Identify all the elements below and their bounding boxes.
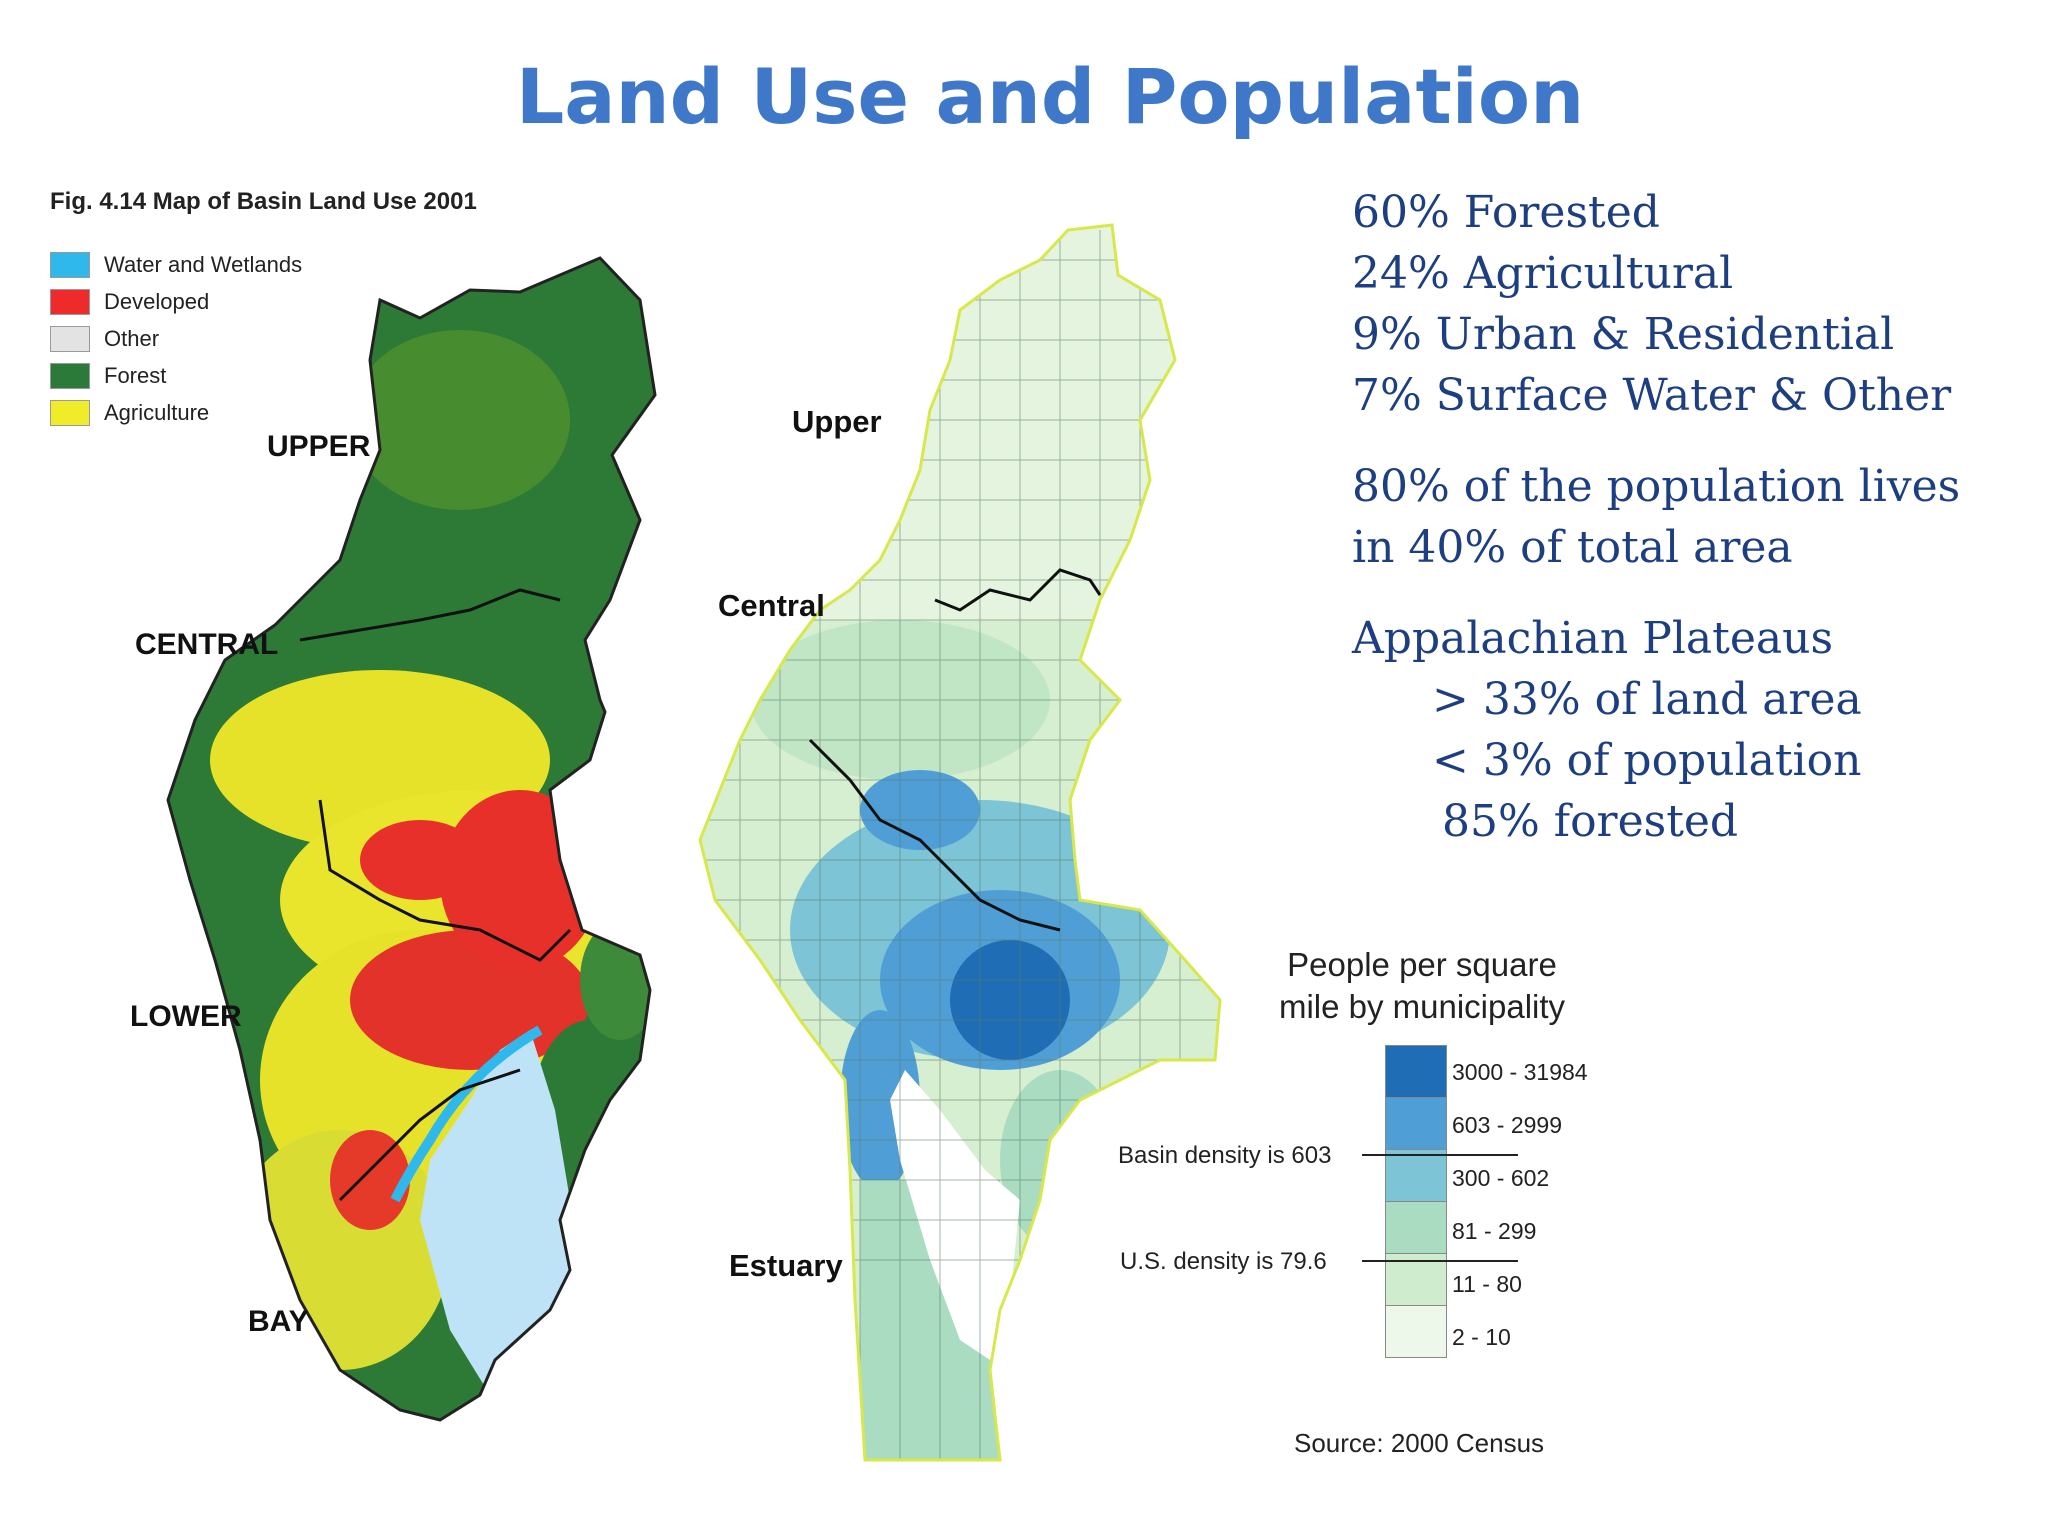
ramp-cell (1385, 1097, 1447, 1150)
stat-water: 7% Surface Water & Other (1352, 370, 1952, 421)
boundary-lower-bay (338, 1068, 521, 1202)
boundary-central-lower (808, 738, 1061, 932)
region-label-upper: UPPER (267, 430, 371, 463)
ramp-cell (1385, 1149, 1447, 1202)
slide-title: Land Use and Population (515, 52, 1585, 141)
boundary-upper-central (299, 588, 561, 642)
us-density-label: U.S. density is 79.6 (1120, 1248, 1327, 1275)
legend-item-developed: Developed (50, 283, 302, 320)
legend-item-forest: Forest (50, 357, 302, 394)
legend-label: Developed (104, 288, 210, 314)
basin-density-line (1362, 1154, 1518, 1156)
ramp-cell (1385, 1305, 1447, 1358)
legend-label: Forest (104, 362, 167, 388)
region-label-lower: LOWER (130, 1000, 242, 1033)
legend-item-other: Other (50, 320, 302, 357)
class-label: 2 - 10 (1452, 1324, 1511, 1350)
class-label: 300 - 602 (1452, 1165, 1550, 1191)
class-label: 81 - 299 (1452, 1218, 1537, 1244)
figure-caption: Fig. 4.14 Map of Basin Land Use 2001 (50, 188, 477, 215)
region-label-upper: Upper (792, 404, 882, 439)
stat-forested: 60% Forested (1352, 187, 1660, 238)
spacer (1352, 426, 1960, 456)
stat-population-line1: 80% of the population lives (1352, 461, 1961, 512)
density-fill (700, 225, 1220, 1460)
plateau-land: > 33% of land area (1432, 674, 1862, 725)
legend-title-line2: mile by municipality (1278, 988, 1566, 1025)
basin-outline (166, 256, 657, 1422)
density-legend-title: People per square mile by municipality (1272, 944, 1572, 1028)
class-label: 603 - 2999 (1452, 1112, 1562, 1138)
legend-swatch (50, 399, 90, 426)
plateau-population: < 3% of population (1432, 735, 1862, 786)
stat-population-line2: in 40% of total area (1352, 522, 1793, 573)
legend-item-agriculture: Agriculture (50, 394, 302, 431)
density-class-labels: 3000 - 31984 603 - 2999 300 - 602 81 - 2… (1452, 1046, 1588, 1364)
statistics-text: 60% Forested 24% Agricultural 9% Urban &… (1352, 182, 1960, 852)
land-use-legend: Water and Wetlands Developed Other Fores… (50, 246, 302, 431)
us-density-line (1362, 1260, 1518, 1262)
source-note: Source: 2000 Census (1294, 1428, 1545, 1458)
legend-swatch (50, 251, 90, 278)
stat-urban: 9% Urban & Residential (1352, 309, 1895, 360)
class-label: 11 - 80 (1452, 1271, 1522, 1297)
land-use-map (166, 256, 657, 1422)
population-density-map (698, 223, 1222, 1462)
region-label-central: CENTRAL (135, 628, 279, 661)
legend-label: Water and Wetlands (104, 251, 303, 277)
plateau-forest: 85% forested (1442, 796, 1739, 847)
region-label-bay: BAY (248, 1305, 309, 1338)
legend-item-water: Water and Wetlands (50, 246, 302, 283)
region-label-estuary: Estuary (729, 1248, 843, 1283)
legend-label: Other (104, 325, 160, 351)
class-label: 3000 - 31984 (1452, 1059, 1588, 1085)
legend-label: Agriculture (104, 399, 210, 425)
basin-outline (698, 223, 1222, 1462)
boundary-upper-central (934, 568, 1102, 612)
spacer (1352, 578, 1960, 608)
legend-swatch (50, 288, 90, 315)
legend-swatch (50, 362, 90, 389)
land-use-fill (168, 258, 655, 1420)
legend-title-line1: People per square (1287, 946, 1557, 983)
ramp-cell (1385, 1201, 1447, 1254)
stat-agricultural: 24% Agricultural (1352, 248, 1734, 299)
basin-density-label: Basin density is 603 (1118, 1142, 1332, 1169)
boundary-central-lower (318, 799, 572, 962)
plateau-title: Appalachian Plateaus (1352, 613, 1834, 664)
legend-swatch (50, 325, 90, 352)
region-label-central: Central (718, 588, 825, 623)
ramp-cell (1385, 1045, 1447, 1098)
